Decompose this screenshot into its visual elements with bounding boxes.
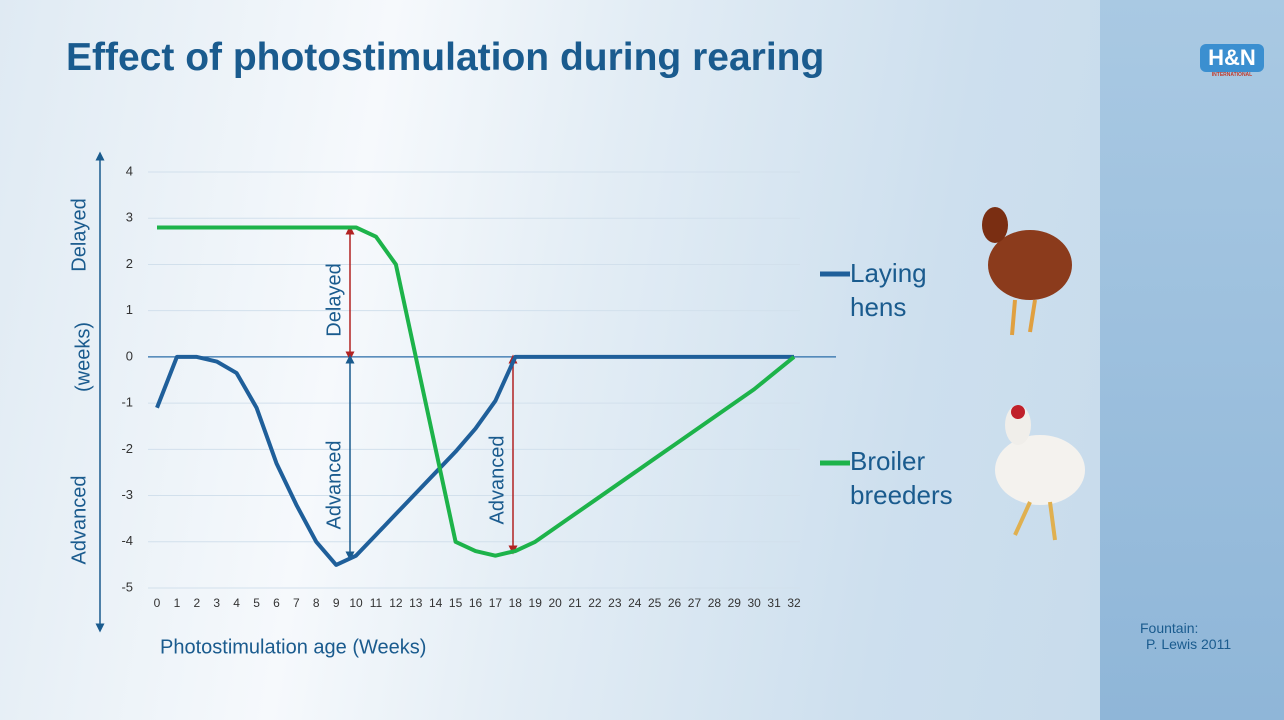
- logo-mark: H&N: [1200, 44, 1264, 72]
- x-tick-label: 1: [174, 596, 181, 610]
- logo-text: INTERNATIONAL: [1211, 72, 1253, 78]
- broiler-picture: [995, 405, 1085, 541]
- y-tick-label: 0: [126, 348, 133, 363]
- x-tick-label: 24: [628, 596, 642, 610]
- y-tick-label: -2: [121, 441, 133, 456]
- y-tick-label: 2: [126, 256, 133, 271]
- y-axis-label: Delayed: [68, 198, 90, 271]
- y-tick-label: -1: [121, 395, 133, 410]
- x-tick-label: 8: [313, 596, 320, 610]
- side-strip: [1100, 0, 1284, 720]
- series-line: [157, 225, 796, 558]
- x-tick-label: 18: [509, 596, 523, 610]
- x-tick-label: 2: [193, 596, 200, 610]
- x-tick-label: 13: [409, 596, 423, 610]
- y-tick-label: -4: [121, 533, 133, 548]
- x-tick-label: 22: [588, 596, 602, 610]
- x-tick-label: 0: [154, 596, 161, 610]
- x-tick-label: 3: [213, 596, 220, 610]
- x-tick-label: 4: [233, 596, 240, 610]
- y-axis-label: Advanced: [68, 476, 90, 565]
- x-tick-label: 6: [273, 596, 280, 610]
- x-tick-label: 11: [370, 596, 383, 610]
- logo: H&N INTERNATIONAL: [1200, 44, 1264, 78]
- annotation: Advanced: [486, 436, 508, 525]
- y-tick-label: -5: [121, 579, 133, 594]
- legend-entry: Laying hens: [850, 258, 927, 322]
- y-tick-label: 3: [126, 210, 133, 225]
- y-tick-label: 1: [126, 302, 133, 317]
- y-tick-label: -3: [121, 487, 133, 502]
- x-tick-label: 23: [608, 596, 622, 610]
- annotation: Advanced: [323, 441, 345, 530]
- x-tick-label: 32: [787, 596, 801, 610]
- x-tick-label: 19: [529, 596, 543, 610]
- x-tick-label: 26: [668, 596, 682, 610]
- x-tick-label: 7: [293, 596, 300, 610]
- source: P. Lewis 2011: [1146, 636, 1232, 652]
- x-tick-label: 10: [349, 596, 363, 610]
- x-tick-label: 30: [748, 596, 762, 610]
- x-tick-label: 20: [548, 596, 562, 610]
- annotation: Delayed: [323, 263, 345, 336]
- x-tick-label: 17: [489, 596, 503, 610]
- x-tick-label: 5: [253, 596, 260, 610]
- x-tick-label: 28: [708, 596, 722, 610]
- source: Fountain:: [1140, 620, 1199, 636]
- x-tick-label: 29: [728, 596, 742, 610]
- chart-title: Effect of photostimulation during rearin…: [66, 36, 825, 79]
- x-axis-label: Photostimulation age (Weeks): [160, 636, 426, 658]
- y-axis-label: (weeks): [72, 322, 94, 392]
- x-tick-label: 25: [648, 596, 662, 610]
- x-tick-label: 21: [568, 596, 582, 610]
- x-tick-label: 9: [333, 596, 340, 610]
- x-tick-label: 27: [688, 596, 702, 610]
- x-tick-label: 31: [767, 596, 781, 610]
- x-tick-label: 15: [449, 596, 463, 610]
- x-tick-label: 14: [429, 596, 443, 610]
- x-tick-label: 16: [469, 596, 483, 610]
- x-tick-label: 12: [389, 596, 403, 610]
- y-tick-label: 4: [126, 163, 133, 178]
- legend-entry: Broiler breeders: [850, 446, 953, 510]
- series-line: [155, 354, 794, 567]
- hen-picture: [982, 207, 1072, 336]
